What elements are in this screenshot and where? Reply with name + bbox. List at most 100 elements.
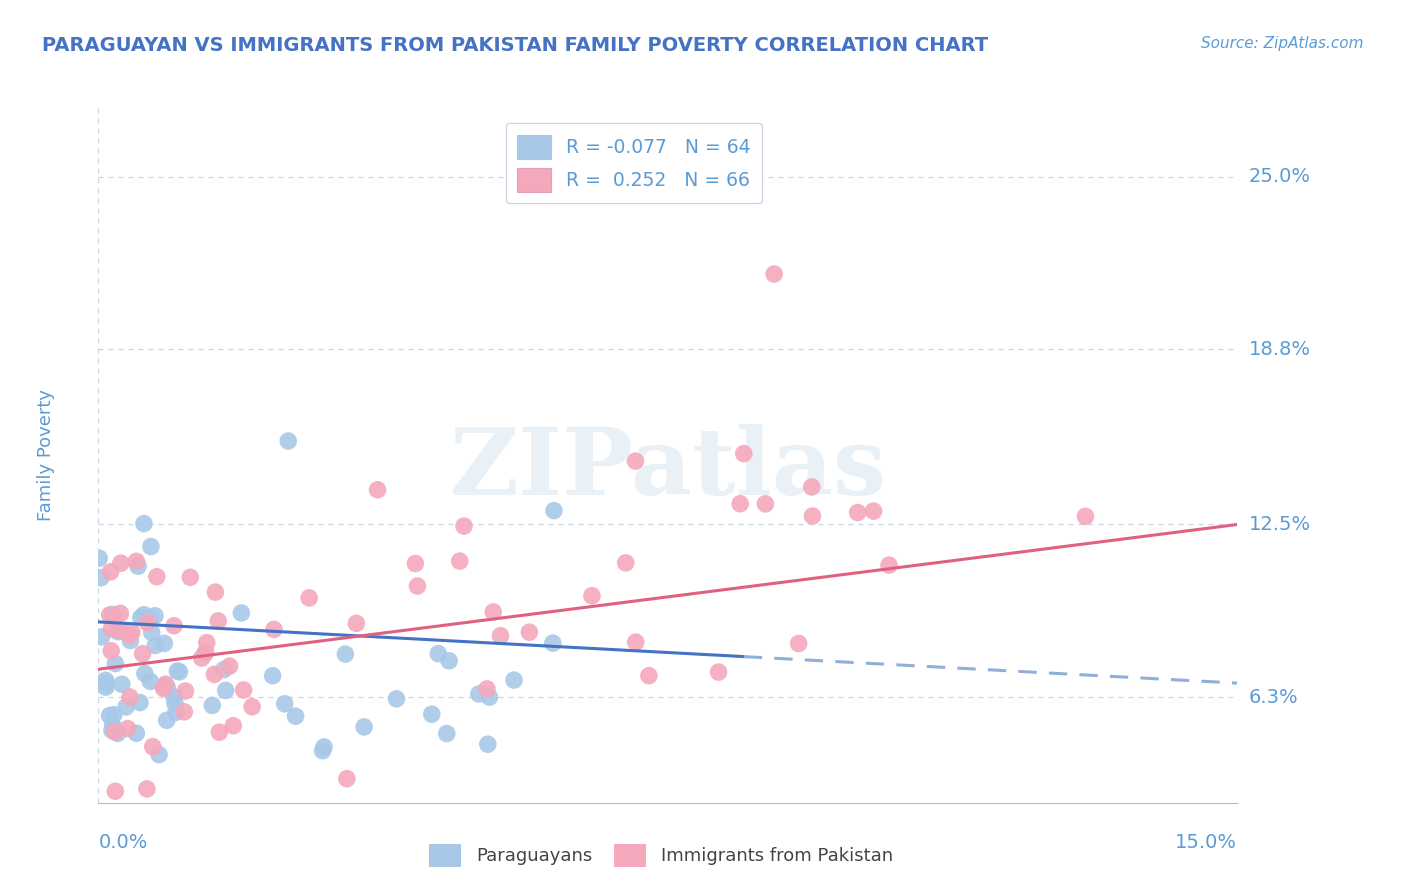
Text: Family Poverty: Family Poverty bbox=[37, 389, 55, 521]
Point bbox=[125, 554, 148, 568]
Point bbox=[436, 726, 458, 740]
Point bbox=[100, 622, 122, 636]
Point bbox=[420, 707, 443, 722]
Point bbox=[367, 483, 389, 497]
Text: PARAGUAYAN VS IMMIGRANTS FROM PAKISTAN FAMILY POVERTY CORRELATION CHART: PARAGUAYAN VS IMMIGRANTS FROM PAKISTAN F… bbox=[42, 36, 988, 54]
Point bbox=[478, 690, 501, 705]
Point bbox=[449, 554, 471, 568]
Point bbox=[90, 571, 112, 585]
Point bbox=[728, 497, 751, 511]
Point bbox=[194, 645, 217, 659]
Point bbox=[90, 630, 112, 644]
Point bbox=[437, 654, 460, 668]
Point bbox=[165, 706, 187, 720]
Point bbox=[477, 737, 499, 751]
Point bbox=[877, 558, 900, 573]
Point bbox=[163, 619, 186, 633]
Point bbox=[101, 723, 124, 738]
Point bbox=[118, 690, 141, 705]
Point bbox=[155, 677, 177, 691]
Point bbox=[131, 647, 153, 661]
Point bbox=[638, 668, 661, 682]
Point bbox=[156, 681, 179, 695]
Point bbox=[136, 615, 159, 630]
Point bbox=[104, 724, 127, 739]
Point bbox=[312, 739, 335, 754]
Point bbox=[153, 680, 176, 694]
Point bbox=[148, 747, 170, 762]
Point bbox=[195, 635, 218, 649]
Point bbox=[89, 551, 111, 566]
Point bbox=[404, 557, 426, 571]
Point bbox=[214, 683, 236, 698]
Point bbox=[166, 664, 188, 678]
Point bbox=[98, 607, 121, 622]
Point bbox=[94, 680, 117, 694]
Point bbox=[489, 629, 512, 643]
Point bbox=[136, 781, 159, 796]
Point bbox=[519, 625, 541, 640]
Point bbox=[108, 623, 131, 637]
Legend: Paraguayans, Immigrants from Pakistan: Paraguayans, Immigrants from Pakistan bbox=[422, 837, 900, 874]
Text: Source: ZipAtlas.com: Source: ZipAtlas.com bbox=[1201, 36, 1364, 51]
Point bbox=[152, 681, 174, 696]
Point bbox=[129, 610, 152, 624]
Point bbox=[111, 677, 134, 691]
Point bbox=[141, 625, 163, 640]
Point bbox=[98, 708, 121, 723]
Point bbox=[129, 696, 152, 710]
Point bbox=[134, 666, 156, 681]
Point bbox=[143, 608, 166, 623]
Point bbox=[104, 657, 127, 671]
Point bbox=[204, 585, 226, 599]
Point bbox=[194, 647, 217, 661]
Point bbox=[201, 698, 224, 713]
Point bbox=[232, 682, 254, 697]
Point bbox=[846, 506, 869, 520]
Point bbox=[707, 665, 730, 679]
Point bbox=[336, 772, 359, 786]
Point bbox=[543, 503, 565, 517]
Point bbox=[733, 446, 755, 460]
Point bbox=[262, 669, 284, 683]
Point bbox=[385, 691, 408, 706]
Point bbox=[614, 556, 637, 570]
Point bbox=[212, 663, 235, 677]
Point bbox=[107, 726, 129, 740]
Point bbox=[110, 556, 132, 570]
Point bbox=[139, 540, 162, 554]
Point bbox=[273, 697, 295, 711]
Point bbox=[787, 636, 810, 650]
Point bbox=[173, 705, 195, 719]
Legend: R = -0.077   N = 64, R =  0.252   N = 66: R = -0.077 N = 64, R = 0.252 N = 66 bbox=[506, 123, 762, 203]
Point bbox=[353, 720, 375, 734]
Point bbox=[222, 719, 245, 733]
Point bbox=[132, 607, 155, 622]
Point bbox=[118, 628, 141, 642]
Point bbox=[475, 681, 498, 696]
Point bbox=[163, 690, 186, 704]
Point bbox=[115, 699, 138, 714]
Point bbox=[763, 267, 786, 281]
Point bbox=[94, 673, 117, 688]
Point bbox=[107, 624, 129, 639]
Point bbox=[146, 570, 169, 584]
Point bbox=[101, 718, 124, 732]
Point bbox=[862, 504, 884, 518]
Point bbox=[240, 699, 263, 714]
Point bbox=[754, 497, 776, 511]
Text: ZIPatlas: ZIPatlas bbox=[450, 424, 886, 514]
Point bbox=[117, 722, 139, 736]
Point bbox=[427, 647, 450, 661]
Point bbox=[482, 605, 505, 619]
Point bbox=[1074, 509, 1097, 524]
Point bbox=[503, 673, 526, 687]
Point bbox=[277, 434, 299, 448]
Point bbox=[110, 607, 132, 621]
Text: 15.0%: 15.0% bbox=[1175, 833, 1237, 853]
Point bbox=[231, 606, 253, 620]
Point bbox=[344, 616, 367, 631]
Point bbox=[138, 611, 160, 625]
Text: 6.3%: 6.3% bbox=[1249, 688, 1298, 706]
Point bbox=[581, 589, 603, 603]
